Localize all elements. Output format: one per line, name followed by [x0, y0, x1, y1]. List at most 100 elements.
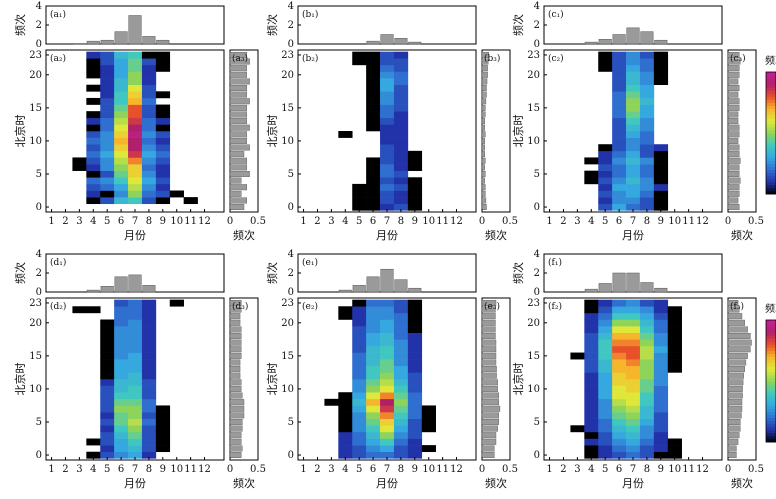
heatmap-cell — [380, 385, 395, 393]
month-tick-label: 5 — [104, 216, 110, 227]
top-hist-tick-label: 2 — [36, 268, 42, 279]
colorbar-swatch — [766, 384, 776, 388]
heatmap-cell — [598, 319, 613, 327]
heatmap-cell — [128, 97, 143, 105]
top-hist-bar — [584, 41, 598, 45]
heatmap-cell — [380, 365, 395, 373]
heatmap-cell — [114, 312, 129, 320]
side-hist-bar — [481, 71, 488, 78]
heatmap-cell — [114, 137, 129, 145]
heatmap-cell — [598, 431, 613, 439]
side-hist-bar — [481, 419, 499, 425]
month-tick-label: 9 — [160, 464, 166, 475]
top-hist-axis-label: 频次 — [13, 262, 27, 284]
heatmap-cell — [338, 412, 353, 419]
heatmap-cell — [183, 197, 198, 205]
colorbar-swatch — [766, 142, 776, 146]
heatmap-cell — [366, 170, 381, 178]
top-hist-tick-label: 4 — [36, 1, 42, 12]
heatmap-cell — [653, 150, 669, 158]
heatmap-cell — [639, 197, 655, 205]
heatmap-cell — [407, 379, 423, 386]
side-hist-frame — [229, 49, 259, 213]
side-hist-bar — [229, 326, 242, 333]
heatmap-cell — [626, 71, 641, 79]
side-hist-bar — [481, 177, 485, 184]
month-tick-label: 6 — [370, 216, 376, 227]
side-hist-bar — [727, 385, 743, 392]
heatmap-cell — [626, 117, 641, 125]
month-tick-label: 9 — [658, 216, 664, 227]
colorbar-swatch — [766, 323, 776, 327]
side-hist-bar — [229, 118, 247, 125]
heatmap-cell — [141, 299, 157, 307]
heatmap-cell — [114, 332, 129, 340]
side-hist-bar — [229, 151, 245, 158]
heatmap-cell — [338, 405, 353, 413]
top-hist-bar — [100, 286, 114, 293]
heatmap-cell — [128, 58, 143, 66]
heatmap-cell — [352, 425, 367, 433]
top-hist-tick-label: 0 — [288, 39, 294, 50]
heatmap-cell — [366, 445, 381, 453]
heatmap-cell — [626, 312, 641, 320]
heatmap-cell — [393, 64, 409, 72]
month-tick-label: 2 — [314, 464, 320, 475]
heatmap-cell — [639, 111, 655, 119]
top-hist-tick-label: 2 — [36, 20, 42, 31]
heatmap-cell — [626, 425, 641, 433]
heatmap-cell — [114, 451, 129, 459]
side-hist-bar — [229, 131, 247, 138]
heatmap-cell — [86, 164, 101, 171]
side-hist-bar — [229, 445, 243, 452]
side-hist-bar — [481, 339, 497, 346]
side-hist-bar — [229, 306, 242, 313]
side-hist-bar — [481, 85, 487, 91]
heatmap-cell — [141, 392, 157, 400]
heatmap-cell — [114, 97, 129, 105]
month-tick-label: 9 — [160, 216, 166, 227]
heatmap-cell — [155, 91, 171, 99]
heatmap-cell — [114, 405, 129, 413]
side-hist-bar — [727, 85, 740, 91]
heatmap-cell — [380, 183, 395, 191]
heatmap-cell — [141, 345, 157, 353]
heatmap-cell — [626, 78, 641, 86]
side-hist-tick-label: 0 — [479, 464, 485, 475]
month-tick-label: 10 — [668, 216, 681, 227]
heatmap-cell — [407, 183, 423, 191]
hour-tick-label: 23 — [281, 298, 294, 309]
heatmap-cell — [128, 326, 143, 334]
heatmap-cell — [639, 157, 655, 165]
heatmap-cell — [128, 124, 143, 132]
heatmap-cell — [141, 359, 157, 367]
heatmap-cell — [653, 372, 669, 380]
heatmap-cell — [141, 332, 157, 340]
heatmap-cell — [141, 405, 157, 413]
heatmap-cell — [100, 91, 115, 99]
heatmap-cell — [653, 339, 669, 347]
heatmap-cell — [393, 131, 409, 138]
heatmap-cell — [584, 372, 599, 380]
heatmap-cell — [155, 418, 171, 426]
heatmap-cell — [639, 445, 655, 453]
heatmap-cell — [366, 392, 381, 400]
heatmap-cell — [626, 372, 641, 380]
top-hist-bar — [128, 15, 142, 45]
heatmap-cell — [366, 306, 381, 314]
heatmap-cell — [667, 345, 682, 353]
heatmap-cell — [598, 150, 613, 158]
colorbar-swatch — [766, 84, 776, 88]
colorbar-swatch — [766, 405, 776, 409]
month-tick-label: 7 — [630, 464, 636, 475]
heatmap-cell — [155, 405, 171, 413]
heatmap-cell — [380, 150, 395, 158]
heatmap-cell — [141, 157, 157, 165]
month-tick-label: 1 — [300, 216, 306, 227]
heatmap-cell — [653, 332, 669, 340]
heatmap-cell — [598, 425, 613, 433]
heatmap-cell — [86, 124, 101, 132]
